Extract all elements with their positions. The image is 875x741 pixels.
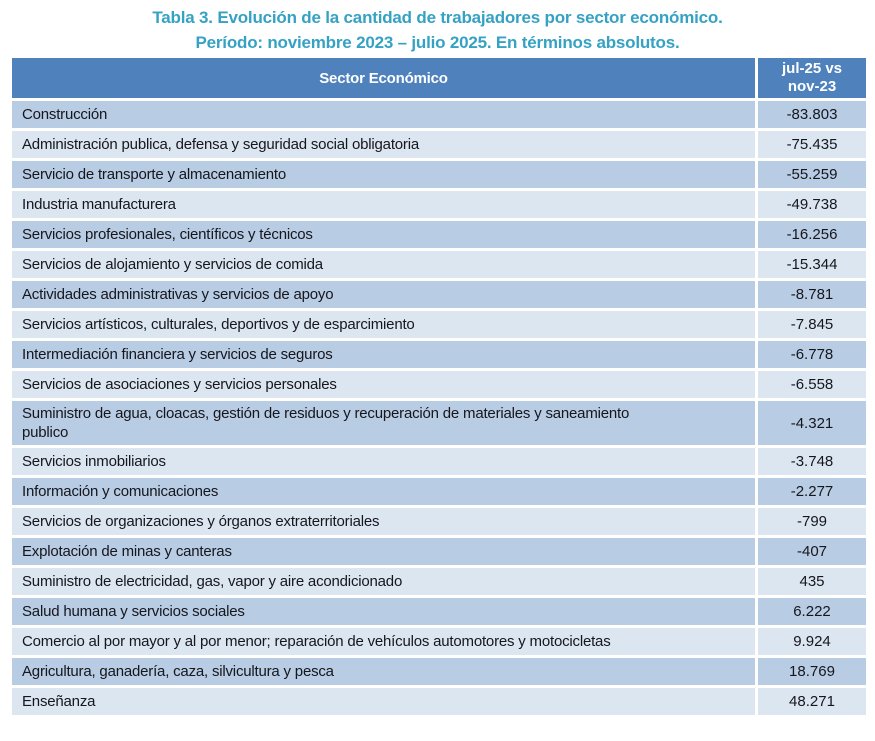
table-title-line2: Período: noviembre 2023 – julio 2025. En…: [195, 33, 680, 52]
value-cell: -7.845: [758, 311, 866, 338]
sector-cell: Servicios de asociaciones y servicios pe…: [12, 371, 755, 398]
value-cell: 9.924: [758, 628, 866, 655]
value-cell: -799: [758, 508, 866, 535]
table-row: Industria manufacturera -49.738: [12, 191, 866, 218]
value-cell: -16.256: [758, 221, 866, 248]
table-row: Servicios profesionales, científicos y t…: [12, 221, 866, 248]
value-cell: -6.778: [758, 341, 866, 368]
sector-cell: Construcción: [12, 101, 755, 128]
table-row: Suministro de agua, cloacas, gestión de …: [12, 401, 866, 445]
table-body: Construcción -83.803 Administración public…: [12, 101, 866, 715]
table-row: Enseñanza 48.271: [12, 688, 866, 715]
sector-cell: Salud humana y servicios sociales: [12, 598, 755, 625]
sector-cell: Suministro de electricidad, gas, vapor y…: [12, 568, 755, 595]
sector-cell: Servicios inmobiliarios: [12, 448, 755, 475]
table-row: Actividades administrativas y servicios …: [12, 281, 866, 308]
table-row: Agricultura, ganadería, caza, silvicultu…: [12, 658, 866, 685]
table-header-row: Sector Económico jul-25 vs nov-23: [12, 58, 866, 98]
sector-cell: Industria manufacturera: [12, 191, 755, 218]
sector-cell: Agricultura, ganadería, caza, silvicultu…: [12, 658, 755, 685]
sector-cell: Servicios de alojamiento y servicios de …: [12, 251, 755, 278]
value-cell: -407: [758, 538, 866, 565]
value-cell: 6.222: [758, 598, 866, 625]
sector-cell: Servicios artísticos, culturales, deport…: [12, 311, 755, 338]
table-row: Servicio de transporte y almacenamiento -…: [12, 161, 866, 188]
table-row: Comercio al por mayor y al por menor; re…: [12, 628, 866, 655]
table-row: Suministro de electricidad, gas, vapor y…: [12, 568, 866, 595]
column-header-sector: Sector Económico: [12, 58, 755, 98]
table-row: Servicios de organizaciones y órganos ex…: [12, 508, 866, 535]
table-title: Tabla 3. Evolución de la cantidad de tra…: [0, 0, 875, 55]
value-cell: -49.738: [758, 191, 866, 218]
value-cell: -15.344: [758, 251, 866, 278]
column-header-value: jul-25 vs nov-23: [758, 58, 866, 98]
table-row: Servicios artísticos, culturales, deport…: [12, 311, 866, 338]
table-row: Explotación de minas y canteras -407: [12, 538, 866, 565]
value-cell: -55.259: [758, 161, 866, 188]
value-cell: 48.271: [758, 688, 866, 715]
table-row: Servicios de asociaciones y servicios pe…: [12, 371, 866, 398]
sector-cell: Intermediación financiera y servicios de…: [12, 341, 755, 368]
value-cell: -2.277: [758, 478, 866, 505]
data-table: Sector Económico jul-25 vs nov-23 Constr…: [12, 58, 866, 715]
sector-cell: Administración publica, defensa y seguri…: [12, 131, 755, 158]
sector-cell: Servicio de transporte y almacenamiento: [12, 161, 755, 188]
column-header-value-line1: jul-25 vs: [781, 60, 843, 77]
value-cell: -3.748: [758, 448, 866, 475]
value-cell: -75.435: [758, 131, 866, 158]
sector-cell: Comercio al por mayor y al por menor; re…: [12, 628, 755, 655]
value-cell: -83.803: [758, 101, 866, 128]
table-row: Servicios inmobiliarios -3.748: [12, 448, 866, 475]
value-cell: 18.769: [758, 658, 866, 685]
sector-cell: Información y comunicaciones: [12, 478, 755, 505]
sector-cell: Enseñanza: [12, 688, 755, 715]
table-row: Administración publica, defensa y seguri…: [12, 131, 866, 158]
value-cell: -6.558: [758, 371, 866, 398]
column-header-value-line2: nov-23: [787, 78, 837, 95]
sector-cell: Servicios de organizaciones y órganos ex…: [12, 508, 755, 535]
table-row: Información y comunicaciones -2.277: [12, 478, 866, 505]
table-title-line1: Tabla 3. Evolución de la cantidad de tra…: [152, 8, 723, 27]
table-row: Intermediación financiera y servicios de…: [12, 341, 866, 368]
sector-cell: Actividades administrativas y servicios …: [12, 281, 755, 308]
value-cell: -4.321: [758, 401, 866, 445]
sector-cell: Suministro de agua, cloacas, gestión de …: [12, 401, 755, 445]
table-row: Construcción -83.803: [12, 101, 866, 128]
table-row: Salud humana y servicios sociales 6.222: [12, 598, 866, 625]
sector-cell: Explotación de minas y canteras: [12, 538, 755, 565]
sector-cell: Servicios profesionales, científicos y t…: [12, 221, 755, 248]
table-row: Servicios de alojamiento y servicios de …: [12, 251, 866, 278]
value-cell: -8.781: [758, 281, 866, 308]
value-cell: 435: [758, 568, 866, 595]
